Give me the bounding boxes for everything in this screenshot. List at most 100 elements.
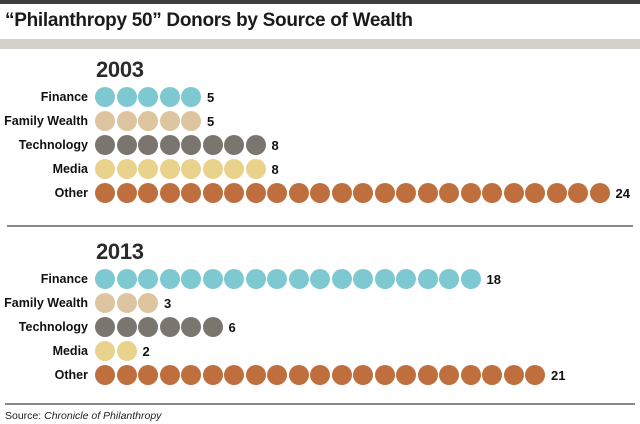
count-label: 24	[615, 185, 630, 201]
section-divider	[7, 225, 633, 227]
chart-row: Other 21	[0, 363, 640, 387]
dot	[181, 111, 201, 131]
dot	[503, 365, 524, 385]
dot	[95, 159, 115, 179]
dot	[245, 135, 266, 155]
dot	[159, 183, 180, 203]
dot	[396, 183, 416, 203]
dot	[224, 135, 244, 155]
dot	[95, 111, 115, 131]
chart-row: Other 24	[0, 181, 640, 205]
chart-row: Technology 6	[0, 315, 640, 339]
dot	[417, 269, 438, 289]
dot	[417, 365, 438, 385]
row-label: Technology	[18, 320, 88, 334]
dot	[224, 159, 244, 179]
dot	[267, 269, 287, 289]
dot	[439, 269, 459, 289]
row-label: Technology	[18, 138, 88, 152]
dot	[546, 183, 567, 203]
dot	[374, 365, 395, 385]
count-label: 3	[164, 295, 172, 311]
dot	[116, 135, 137, 155]
dot	[288, 269, 309, 289]
chart-area: 2003 Finance 5 Family Wealth 5 Technology 8 Med…	[0, 57, 640, 387]
chart-row: Family Wealth 5	[0, 109, 640, 133]
dot	[159, 269, 180, 289]
dot	[224, 183, 244, 203]
dot	[310, 269, 330, 289]
dot	[159, 135, 180, 155]
year-heading: 2013	[96, 239, 144, 264]
count-label: 21	[551, 367, 566, 383]
dot	[116, 111, 137, 131]
dot	[116, 365, 137, 385]
dot	[95, 183, 115, 203]
count-label: 2	[142, 343, 150, 359]
dot	[460, 269, 481, 289]
year-section-2003: 2003 Finance 5 Family Wealth 5 Technology 8 Med…	[0, 57, 640, 205]
dot-track	[95, 135, 266, 155]
dot	[568, 183, 588, 203]
dot	[245, 269, 266, 289]
dot	[417, 183, 438, 203]
dot	[288, 365, 309, 385]
title-underline-band	[0, 39, 640, 49]
chart-row: Media 2	[0, 339, 640, 363]
count-label: 6	[228, 319, 236, 335]
top-border-bar	[0, 0, 640, 4]
chart-title: “Philanthropy 50” Donors by Source of We…	[5, 10, 413, 31]
dot	[331, 365, 352, 385]
dot	[181, 183, 201, 203]
dot	[95, 317, 115, 337]
dot	[331, 269, 352, 289]
dot	[116, 293, 137, 313]
dot	[95, 293, 115, 313]
dot	[288, 183, 309, 203]
dot	[482, 183, 502, 203]
dot	[460, 183, 481, 203]
count-label: 5	[207, 89, 215, 105]
dot	[95, 135, 115, 155]
dot-track	[95, 365, 545, 385]
dot	[181, 269, 201, 289]
dot	[202, 135, 223, 155]
dot	[374, 183, 395, 203]
dot	[202, 365, 223, 385]
dot	[138, 269, 158, 289]
dot	[396, 269, 416, 289]
dot	[138, 293, 158, 313]
dot	[95, 365, 115, 385]
count-label: 8	[271, 161, 279, 177]
dot	[396, 365, 416, 385]
dot-track	[95, 183, 610, 203]
row-label: Finance	[40, 272, 88, 286]
row-label: Finance	[40, 90, 88, 104]
chart-row: Finance 5	[0, 85, 640, 109]
dot	[138, 365, 158, 385]
row-label: Media	[52, 162, 88, 176]
dot	[138, 111, 158, 131]
dot	[331, 183, 352, 203]
dot	[138, 87, 158, 107]
dot	[116, 317, 137, 337]
dot	[138, 159, 158, 179]
source-note: Source: Chronicle of Philanthropy	[5, 410, 640, 422]
dot	[310, 183, 330, 203]
dot-track	[95, 111, 201, 131]
dot	[245, 365, 266, 385]
chart-row: Family Wealth 3	[0, 291, 640, 315]
bottom-rule	[5, 403, 635, 405]
dot	[138, 317, 158, 337]
dot-track	[95, 293, 158, 313]
dot-track	[95, 269, 481, 289]
dot	[202, 183, 223, 203]
dot-track	[95, 317, 223, 337]
year-heading: 2003	[96, 57, 144, 82]
dot	[224, 269, 244, 289]
dot	[181, 87, 201, 107]
count-label: 8	[271, 137, 279, 153]
dot	[353, 365, 373, 385]
dot	[159, 365, 180, 385]
